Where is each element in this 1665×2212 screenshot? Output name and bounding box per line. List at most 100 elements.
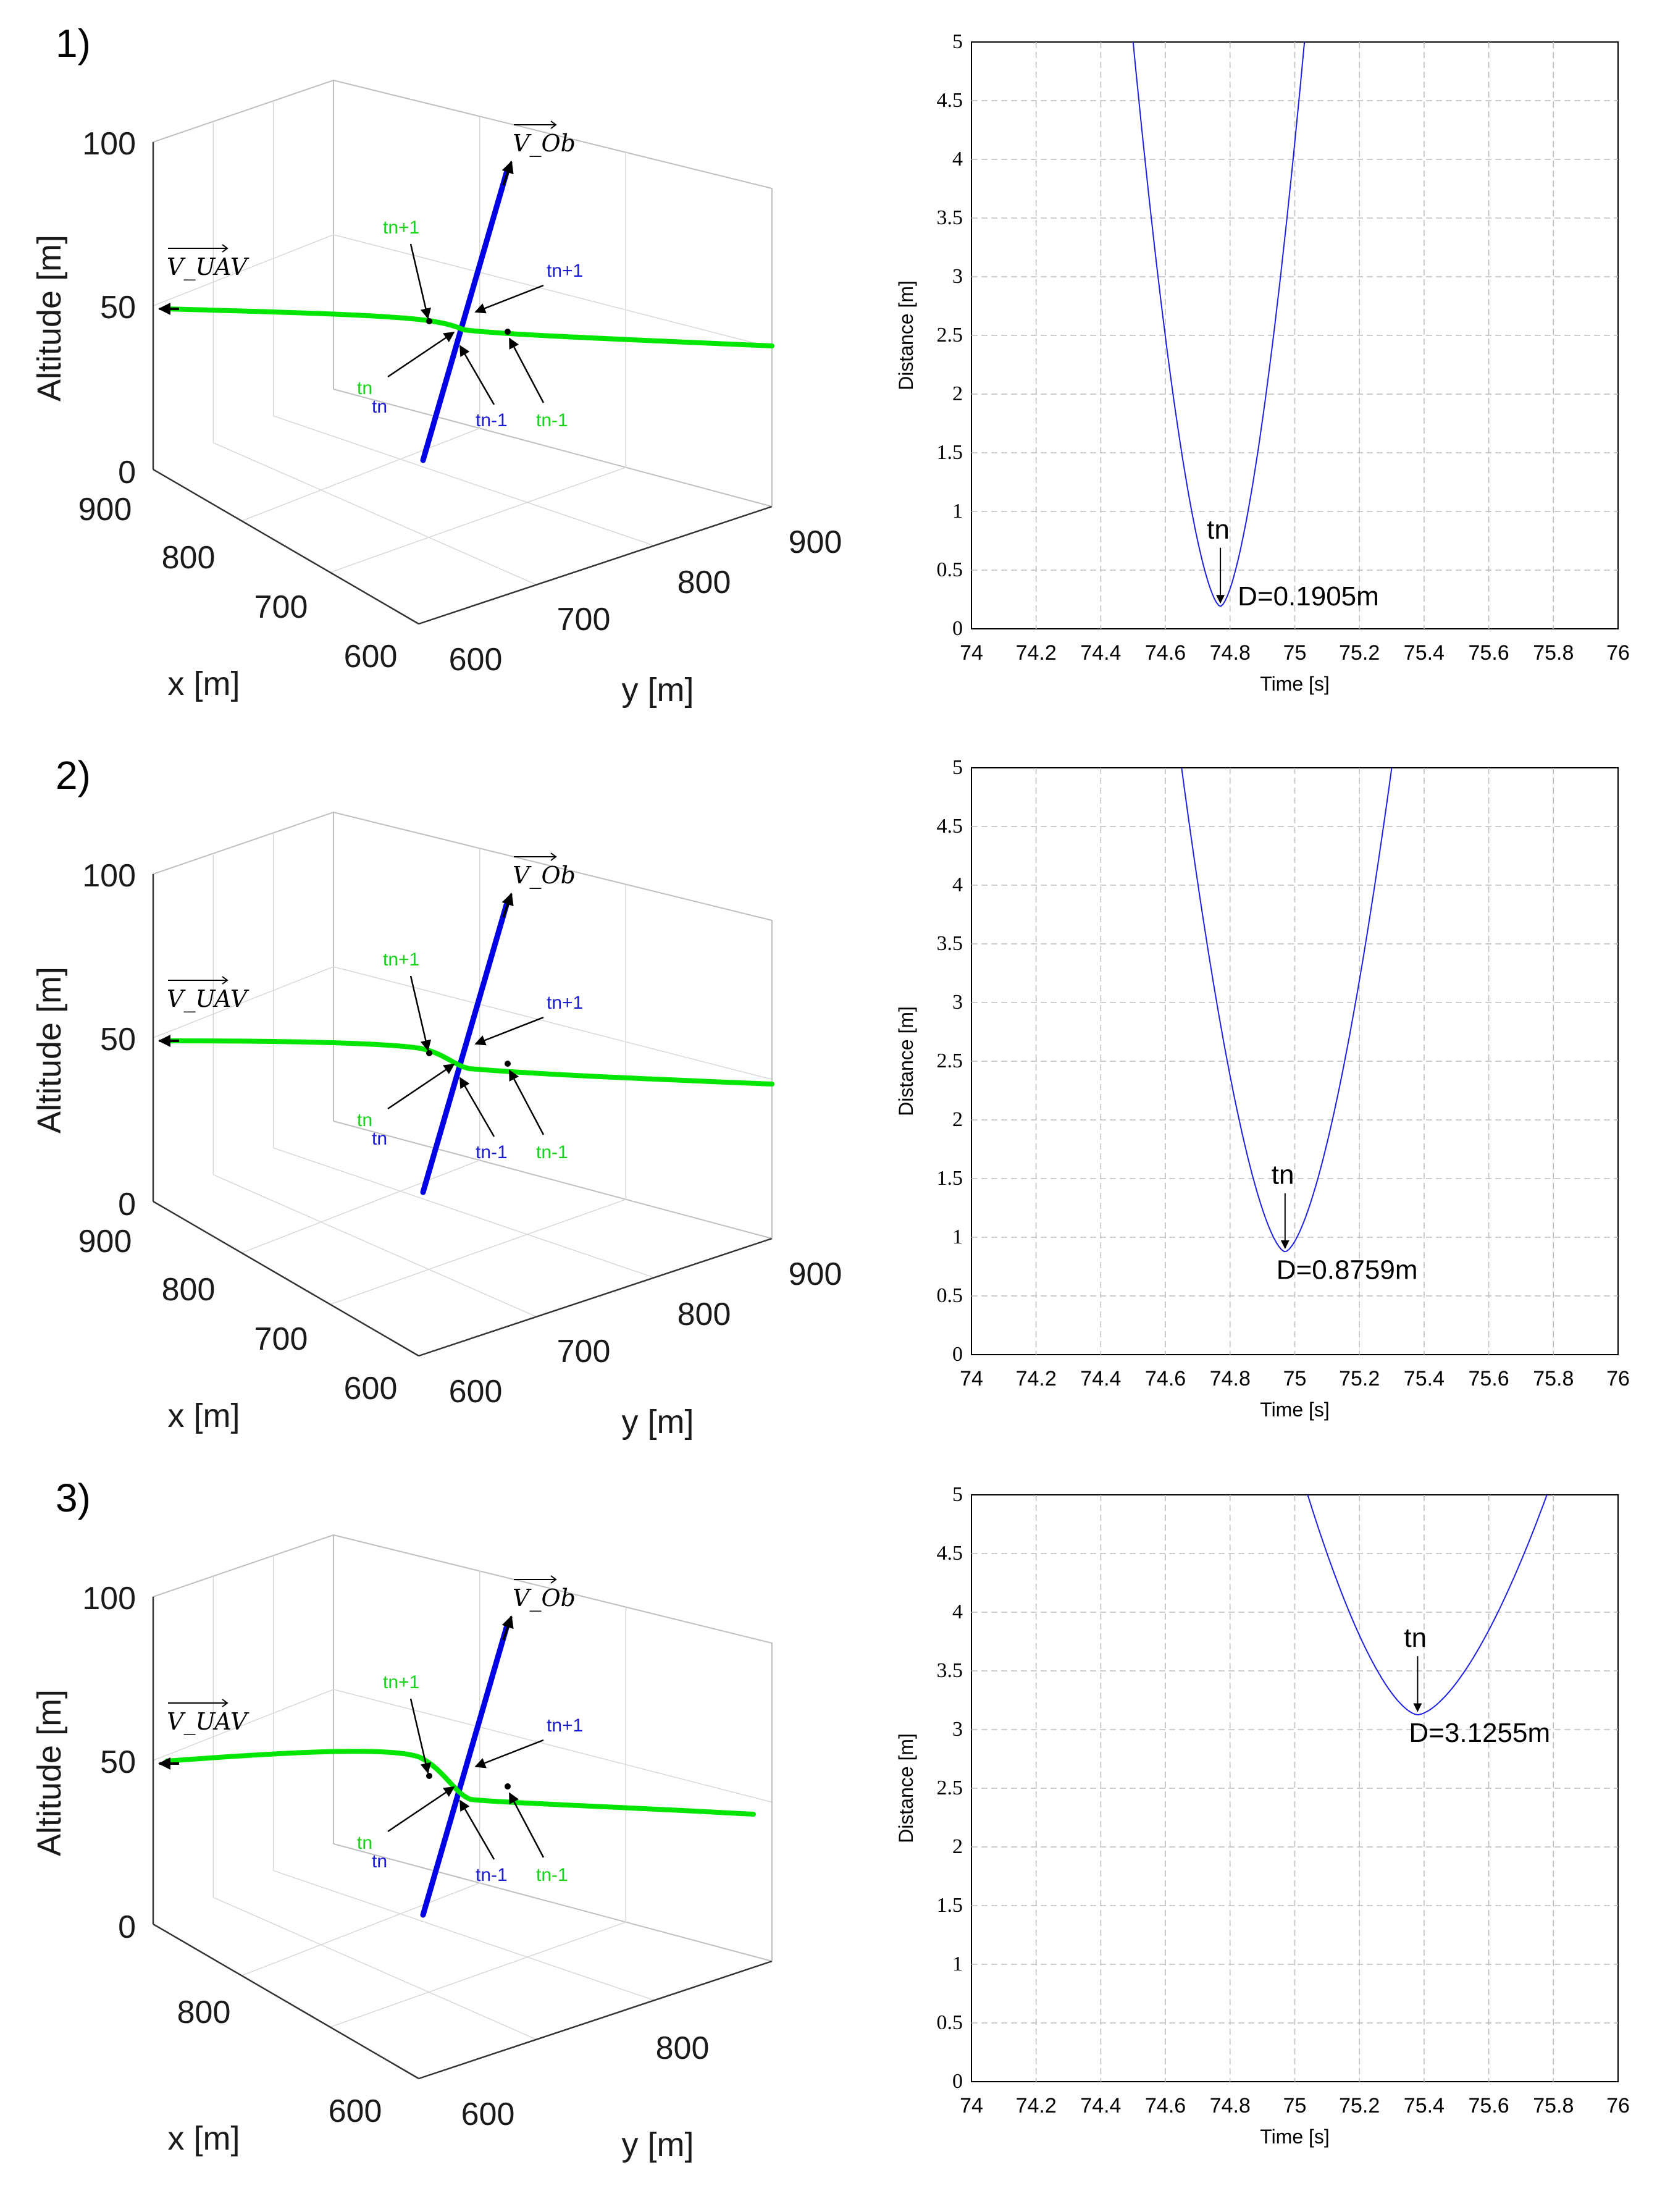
obstacle-trajectory-line bbox=[420, 902, 510, 1195]
y-tick-label: 800 bbox=[677, 565, 731, 600]
x-tick-label: 75.2 bbox=[1339, 2094, 1380, 2117]
y-tick-label: 0.5 bbox=[937, 558, 963, 581]
blue-label-tn-1: tn-1 bbox=[476, 410, 508, 431]
blue-label-tn+1: tn+1 bbox=[547, 993, 583, 1013]
z-tick-label: 0 bbox=[118, 1187, 136, 1222]
x-tick-label: 75.6 bbox=[1469, 2094, 1509, 2117]
x-tick-label: 74.8 bbox=[1210, 2094, 1251, 2117]
x-tick-label: 900 bbox=[78, 492, 132, 528]
green-label-tn+1: tn+1 bbox=[383, 949, 419, 970]
y-axis-line bbox=[418, 1237, 773, 1357]
y-tick-label: 1 bbox=[952, 1226, 963, 1248]
y-tick-label: 4 bbox=[952, 1600, 963, 1623]
green-label-tn: tn bbox=[357, 1833, 372, 1853]
x-axis-label: x [m] bbox=[168, 665, 240, 702]
floor-back-edge bbox=[333, 1843, 773, 1962]
panel-1-distance-plot: 74 74.2 74.4 74.6 74.8 75 75.2 75.4 75.6 75.8 76 0 0… bbox=[895, 30, 1630, 695]
y-tick-label: 1 bbox=[952, 500, 963, 523]
y-tick-label: 1.5 bbox=[937, 1167, 963, 1190]
x-tick-label: 74 bbox=[960, 2094, 983, 2117]
x-tick-label: 75 bbox=[1283, 2094, 1307, 2117]
y-axis-label: y [m] bbox=[622, 2126, 694, 2163]
floor-grid-line bbox=[241, 1882, 480, 1977]
x-tick-label: 74.8 bbox=[1210, 641, 1251, 665]
uav-trajectory-line bbox=[164, 1749, 756, 1817]
y-tick-label: 600 bbox=[449, 642, 503, 678]
obstacle-vector-label: V_Ob bbox=[513, 120, 576, 158]
x-tick-label: 74.2 bbox=[1016, 1367, 1057, 1390]
vector-overline-head bbox=[222, 1699, 229, 1707]
blue-label-tn+1: tn+1 bbox=[547, 261, 583, 281]
x-tick-label: 75.4 bbox=[1404, 1367, 1445, 1390]
y-axis-label: y [m] bbox=[622, 671, 694, 709]
tn-arrow bbox=[387, 1063, 455, 1110]
wall-grid-line-z50 bbox=[153, 966, 773, 1080]
green-tn+1-arrow bbox=[409, 975, 431, 1051]
y-tick-label: 600 bbox=[449, 1374, 503, 1410]
wall-grid-line-z50 bbox=[153, 1689, 773, 1803]
x-axis-label: Time [s] bbox=[1260, 1398, 1330, 1421]
x-tick-label: 74.6 bbox=[1145, 2094, 1186, 2117]
x-tick-label: 74.2 bbox=[1016, 641, 1057, 665]
obstacle-velocity-arrow bbox=[501, 161, 514, 186]
uav-vector-label: V_UAV bbox=[167, 976, 250, 1013]
x-tick-label: 75 bbox=[1283, 641, 1307, 665]
y-tick-label: 4.5 bbox=[937, 1542, 963, 1565]
blue-label-tn-1: tn-1 bbox=[476, 1142, 508, 1163]
x-axis-line bbox=[153, 1200, 419, 1357]
obstacle-velocity-arrow bbox=[501, 893, 514, 918]
uav-marker-tn-1 bbox=[505, 1061, 511, 1067]
green-tn+1-arrow bbox=[409, 1698, 431, 1774]
obstacle-velocity-arrow bbox=[501, 1615, 514, 1641]
y-tick-label: 0 bbox=[952, 2070, 963, 2093]
floor-grid-line bbox=[241, 427, 480, 522]
blue-tn+1-arrow bbox=[474, 1016, 544, 1046]
blue-label-tn: tn bbox=[372, 397, 387, 417]
x-tick-label: 75.6 bbox=[1469, 1367, 1509, 1390]
x-axis-label: Time [s] bbox=[1260, 673, 1330, 695]
floor-grid-line bbox=[273, 415, 655, 547]
x-tick-label: 600 bbox=[329, 2093, 382, 2129]
blue-tn+1-arrow bbox=[474, 1739, 544, 1768]
uav-marker-tn+1 bbox=[426, 318, 432, 324]
x-tick-label: 900 bbox=[78, 1224, 132, 1259]
green-label-tn-1: tn-1 bbox=[536, 410, 568, 431]
panel-2-3d-plot: 2) 0 50 100 Altitude [m] 900 800 700 600 x [m] 600… bbox=[31, 753, 842, 1440]
x-tick-label: 75.6 bbox=[1469, 641, 1509, 665]
y-tick-label: 0 bbox=[952, 1343, 963, 1366]
y-tick-label: 600 bbox=[461, 2096, 515, 2132]
obstacle-vector-label: V_Ob bbox=[513, 1575, 576, 1612]
x-axis-label: x [m] bbox=[168, 2120, 240, 2157]
floor-grid-line bbox=[330, 466, 626, 573]
x-tick-label: 74.6 bbox=[1145, 641, 1186, 665]
y-tick-label: 1.5 bbox=[937, 441, 963, 464]
uav-marker-tn+1 bbox=[426, 1773, 432, 1779]
z-tick-label: 0 bbox=[118, 1909, 136, 1945]
floor-grid-line bbox=[213, 1174, 537, 1318]
vector-overline-head bbox=[222, 976, 229, 985]
x-tick-label: 700 bbox=[254, 1321, 308, 1357]
y-axis-line bbox=[418, 1960, 773, 2080]
blue-label-tn-1: tn-1 bbox=[476, 1865, 508, 1885]
blue-label-tn+1: tn+1 bbox=[547, 1715, 583, 1736]
green-label-tn+1: tn+1 bbox=[383, 217, 419, 238]
y-tick-label: 2.5 bbox=[937, 1777, 963, 1799]
floor-grid-line bbox=[273, 1147, 655, 1279]
y-tick-label: 1.5 bbox=[937, 1894, 963, 1917]
obstacle-vector-text: V_Ob bbox=[513, 130, 576, 158]
x-tick-label: 75.8 bbox=[1533, 2094, 1574, 2117]
z-tick-label: 50 bbox=[100, 1022, 136, 1058]
z-axis-label: Altitude [m] bbox=[31, 1689, 68, 1856]
blue-label-tn: tn bbox=[372, 1129, 387, 1149]
floor-grid-line bbox=[273, 1870, 655, 2001]
x-axis-line bbox=[153, 468, 419, 625]
blue-tn-1-arrow bbox=[459, 1799, 495, 1860]
x-tick-label: 76 bbox=[1606, 1367, 1630, 1390]
x-tick-label: 800 bbox=[162, 1272, 216, 1308]
vector-overline-head bbox=[550, 120, 557, 129]
y-tick-label: 5 bbox=[952, 1483, 963, 1506]
uav-vector-text: V_UAV bbox=[167, 1708, 250, 1736]
distance-curve bbox=[1307, 1494, 1548, 1716]
distance-curve bbox=[1181, 767, 1393, 1253]
